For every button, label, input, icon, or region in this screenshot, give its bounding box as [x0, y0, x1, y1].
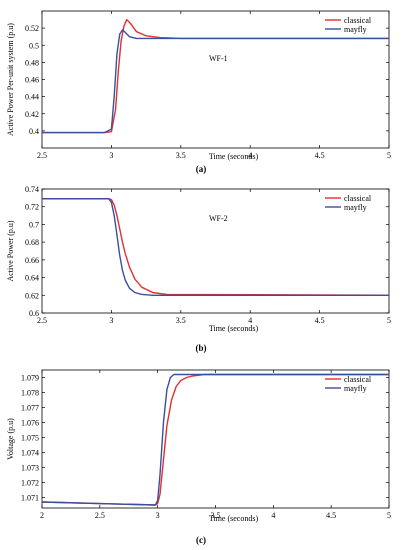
- panel-label: (c): [196, 535, 206, 545]
- x-tick-label: 4.5: [315, 316, 325, 325]
- y-tick-label: 1.073: [21, 464, 39, 473]
- panel-label: (a): [196, 164, 207, 174]
- x-tick-label: 2.5: [37, 151, 47, 160]
- legend-label-mayfly: mayfly: [344, 203, 367, 212]
- panel-annotation: WF-1: [209, 54, 228, 63]
- x-tick-label: 5: [387, 511, 391, 520]
- plot-frame: [41, 10, 390, 149]
- y-tick-label: 0.42: [25, 110, 39, 119]
- y-axis-label: Active Power (p.u): [6, 220, 15, 281]
- x-tick-label: 3: [109, 151, 113, 160]
- y-tick-label: 1.072: [21, 479, 39, 488]
- plot-frame: [41, 188, 390, 314]
- x-tick-label: 2.5: [37, 316, 47, 325]
- legend-label-classical: classical: [344, 375, 372, 384]
- legend-label-mayfly: mayfly: [344, 25, 367, 34]
- chart-panel-2: 2.5 3 3.5 4 4.5 5 0.6 0.62 0.64 0.66 0.68 0.7 0.72 0.…: [6, 185, 391, 353]
- chart-panel-3: 2 2.5 3 3.5 4 4.5 5 1.071 1.072 1.073 1.074 1.075 1.…: [6, 369, 391, 545]
- y-tick-label: 0.5: [29, 41, 39, 50]
- x-tick-label: 5: [387, 151, 391, 160]
- y-tick-label: 0.4: [29, 127, 39, 136]
- x-tick-label: 3.5: [176, 316, 186, 325]
- y-tick-label: 0.44: [25, 93, 39, 102]
- x-tick-label: 2: [40, 511, 44, 520]
- legend-label-classical: classical: [344, 194, 372, 203]
- panel-label: (b): [196, 343, 207, 353]
- y-tick-label: 0.72: [25, 203, 39, 212]
- y-tick-label: 0.66: [25, 256, 39, 265]
- x-tick-label: 4.5: [326, 511, 336, 520]
- x-axis-label: Time (seconds): [209, 152, 259, 161]
- series-line-mayfly: [42, 198, 389, 296]
- y-tick-label: 1.074: [21, 449, 39, 458]
- y-tick-label: 0.52: [25, 24, 39, 33]
- x-tick-label: 3: [109, 316, 113, 325]
- y-tick-label: 0.46: [25, 76, 39, 85]
- x-axis-label: Time (seconds): [209, 324, 259, 333]
- y-tick-label: 0.74: [25, 185, 39, 194]
- chart-panel-1: 2.5 3 3.5 4 4.5 5 0.4 0.42 0.44 0.46 0.48 0.5 0.52 cl…: [6, 10, 391, 174]
- x-tick-label: 4.5: [315, 151, 325, 160]
- y-tick-label: 1.076: [21, 419, 39, 428]
- x-tick-label: 4: [248, 151, 252, 160]
- x-tick-label: 4: [271, 511, 275, 520]
- y-axis-label: Active Power Per-unit system (p.u): [6, 23, 15, 136]
- x-tick-label: 3.5: [176, 151, 186, 160]
- y-tick-label: 0.48: [25, 58, 39, 67]
- x-tick-label: 3.5: [211, 511, 221, 520]
- plot-frame: [41, 369, 390, 509]
- y-tick-label: 1.079: [21, 374, 39, 383]
- y-tick-label: 1.075: [21, 434, 39, 443]
- y-axis-label: Voltage (p.u): [6, 418, 15, 460]
- legend-label-mayfly: mayfly: [344, 384, 367, 393]
- series-line-mayfly: [42, 29, 389, 134]
- legend-label-classical: classical: [344, 16, 372, 25]
- y-tick-label: 0.7: [29, 220, 39, 229]
- y-tick-label: 1.077: [21, 404, 39, 413]
- x-axis-label: Time (seconds): [209, 514, 259, 523]
- series-line-classical: [42, 198, 390, 296]
- x-tick-label: 4: [248, 316, 252, 325]
- x-tick-label: 2.5: [95, 511, 105, 520]
- panel-annotation: WF-2: [209, 214, 228, 223]
- y-tick-label: 0.6: [29, 309, 39, 318]
- y-tick-label: 1.071: [21, 494, 39, 503]
- x-tick-label: 3: [156, 511, 160, 520]
- y-tick-label: 0.68: [25, 238, 39, 247]
- series-line-mayfly: [41, 373, 389, 506]
- y-tick-label: 0.62: [25, 291, 39, 300]
- series-line-classical: [41, 373, 389, 506]
- y-tick-label: 0.64: [25, 274, 39, 283]
- y-tick-label: 1.078: [21, 389, 39, 398]
- x-tick-label: 5: [387, 316, 391, 325]
